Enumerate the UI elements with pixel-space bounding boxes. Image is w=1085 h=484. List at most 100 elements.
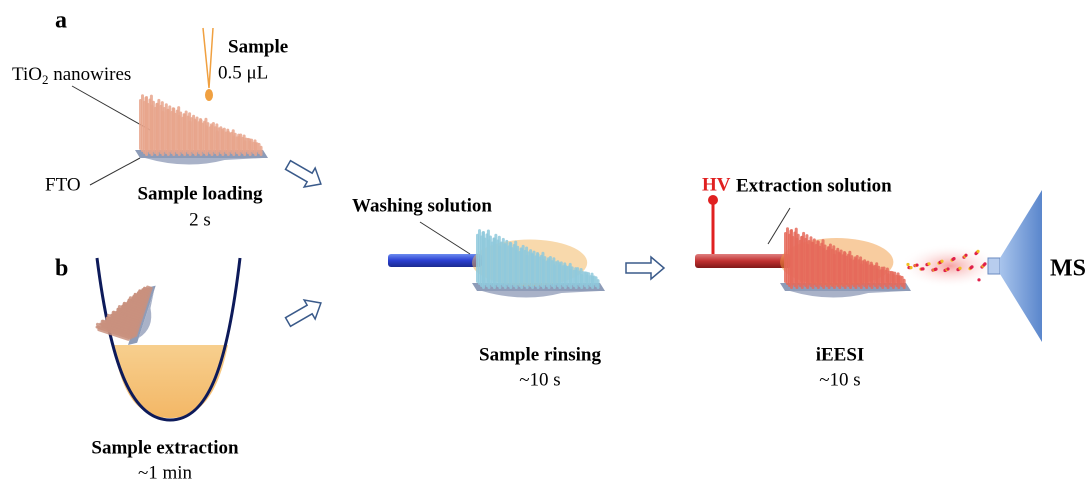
label: Extraction solution bbox=[736, 175, 892, 196]
nanowire bbox=[95, 325, 133, 340]
nanowire bbox=[531, 253, 535, 289]
droplet bbox=[964, 253, 968, 257]
graphics bbox=[71, 27, 1042, 422]
leader-line bbox=[419, 221, 471, 255]
nanowire bbox=[100, 325, 135, 339]
nanowire bbox=[166, 109, 170, 156]
nanowire bbox=[125, 303, 146, 313]
nanowire bbox=[131, 298, 148, 306]
nanowire bbox=[135, 294, 150, 301]
droplet bbox=[983, 262, 987, 266]
nanowire bbox=[115, 312, 142, 324]
nanowire bbox=[205, 125, 208, 156]
nanowire bbox=[177, 115, 181, 156]
droplet bbox=[958, 266, 962, 270]
nanowire bbox=[822, 248, 826, 289]
nanowire bbox=[115, 310, 143, 322]
arrows bbox=[284, 159, 666, 328]
nanowire bbox=[574, 269, 578, 289]
droplet bbox=[946, 267, 950, 271]
step-label: iEESI bbox=[816, 344, 865, 365]
substrate-shadow bbox=[482, 291, 600, 298]
nanowire bbox=[145, 96, 148, 156]
nanowire bbox=[875, 268, 879, 289]
nanowire bbox=[832, 253, 836, 289]
nanowire-array bbox=[471, 229, 605, 298]
droplet bbox=[977, 278, 981, 282]
droplet bbox=[976, 249, 980, 253]
label: 0.5 μL bbox=[218, 62, 268, 83]
nanowire-array bbox=[780, 227, 911, 298]
nanowire bbox=[136, 292, 150, 299]
nanowire bbox=[843, 252, 847, 289]
label-part: TiO bbox=[12, 64, 42, 85]
nanowire bbox=[194, 119, 198, 156]
nanowire bbox=[514, 249, 518, 289]
nanowire bbox=[150, 104, 154, 156]
vial bbox=[95, 257, 242, 422]
hv-label: HV bbox=[702, 174, 731, 195]
nanowire bbox=[870, 263, 874, 289]
step-label: Sample extraction bbox=[91, 437, 239, 458]
nanowire bbox=[816, 240, 820, 289]
droplet bbox=[952, 256, 956, 261]
nanowire bbox=[161, 110, 165, 156]
nanowire bbox=[99, 322, 138, 337]
nanowire bbox=[104, 319, 139, 333]
substrate-shadow bbox=[790, 291, 906, 298]
label: MS bbox=[1050, 256, 1085, 282]
nanowire bbox=[259, 145, 263, 156]
nanowire bbox=[897, 275, 901, 289]
nanowire bbox=[800, 235, 804, 289]
nanowire bbox=[536, 253, 540, 289]
nanowire-array bbox=[95, 285, 156, 345]
droplet bbox=[970, 265, 974, 269]
nanowire bbox=[97, 328, 130, 341]
nanowire bbox=[221, 130, 225, 156]
leader-line bbox=[71, 85, 151, 131]
leader-line bbox=[767, 207, 791, 245]
arrow bbox=[284, 159, 322, 189]
nanowire bbox=[110, 313, 141, 326]
nanowire bbox=[827, 246, 831, 289]
nanowire bbox=[542, 259, 545, 289]
panel-label: b bbox=[55, 256, 68, 282]
nanowire bbox=[215, 130, 219, 156]
ms-inlet bbox=[987, 257, 1001, 275]
nanowire bbox=[552, 264, 556, 289]
arrow bbox=[625, 255, 666, 281]
substrate-shadow bbox=[145, 158, 263, 165]
nanowire bbox=[121, 304, 145, 315]
nanowire bbox=[237, 136, 241, 156]
nanowire bbox=[563, 264, 567, 289]
droplet bbox=[940, 259, 944, 263]
label: TiO2 nanowires bbox=[12, 64, 131, 87]
nanowire bbox=[492, 237, 496, 289]
nanowire bbox=[790, 229, 793, 289]
droplet bbox=[205, 89, 213, 101]
nanowire bbox=[569, 269, 573, 289]
arrow bbox=[284, 298, 322, 328]
nanowire bbox=[811, 242, 815, 289]
nanowire-array bbox=[135, 94, 268, 165]
nanowire bbox=[838, 252, 842, 289]
droplet bbox=[927, 262, 931, 266]
nanowire bbox=[143, 287, 152, 292]
nanowire bbox=[854, 257, 858, 289]
droplet bbox=[934, 267, 938, 271]
nanowire bbox=[146, 285, 153, 290]
nanowire bbox=[226, 130, 230, 156]
nanowire bbox=[482, 231, 485, 289]
nanowire bbox=[183, 113, 187, 156]
washing-tube bbox=[388, 254, 482, 267]
nanowire bbox=[520, 248, 524, 289]
nanowire bbox=[498, 245, 502, 289]
nanowire bbox=[806, 243, 810, 289]
droplet bbox=[909, 266, 913, 270]
nanowire bbox=[596, 279, 600, 289]
step-label: Sample loading bbox=[137, 183, 263, 204]
nanowire bbox=[188, 120, 192, 156]
nanowire bbox=[795, 237, 799, 289]
nanowire bbox=[865, 263, 869, 289]
